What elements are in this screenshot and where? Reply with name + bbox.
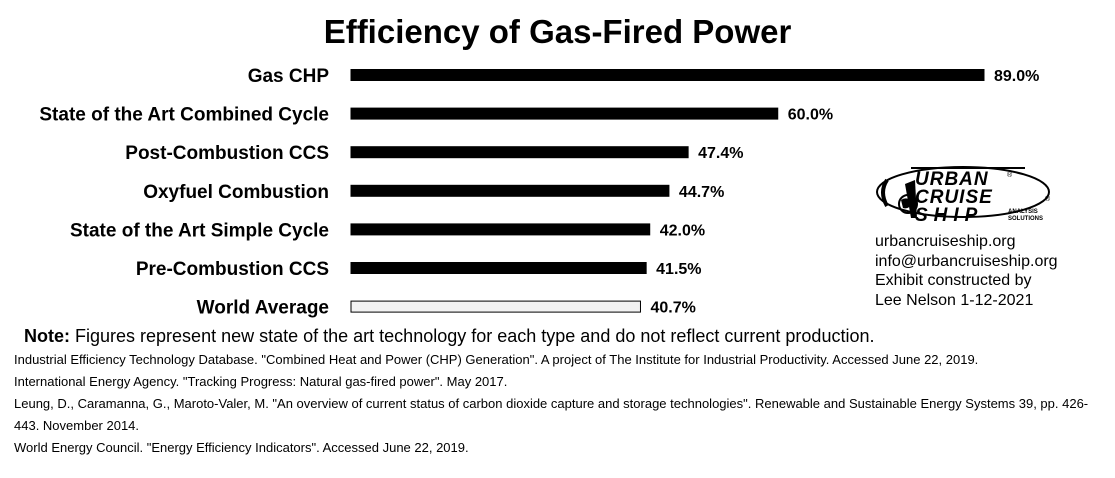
source-item: International Energy Agency. "Tracking P…: [14, 374, 508, 389]
category-label: Pre-Combustion CCS: [136, 259, 329, 280]
category-label: State of the Art Combined Cycle: [39, 105, 329, 126]
source-item: World Energy Council. "Energy Efficiency…: [14, 440, 469, 455]
bar: [350, 223, 651, 236]
bar: [350, 69, 985, 81]
logo-subtitle-line2: SOLUTIONS: [1008, 216, 1044, 222]
category-label: Gas CHP: [248, 66, 330, 87]
source-item: Leung, D., Caramanna, G., Maroto-Valer, …: [14, 396, 1089, 433]
note-label: Note:: [24, 326, 70, 346]
value-label: 89.0%: [994, 68, 1039, 85]
logo-text-ship: SHIP: [915, 205, 984, 226]
sources-list: Industrial Efficiency Technology Databas…: [14, 349, 1109, 459]
credit-line-2: Lee Nelson 1-12-2021: [875, 291, 1034, 309]
category-label: Oxyfuel Combustion: [143, 182, 329, 203]
value-label: 41.5%: [656, 261, 701, 278]
value-label: 44.7%: [679, 184, 724, 201]
bar: [350, 146, 689, 159]
credit-line-1: Exhibit constructed by: [875, 272, 1032, 289]
bar: [350, 262, 647, 274]
bar-chart: Gas CHP 89.0% State of the Art Combined Cy…: [39, 66, 1039, 319]
note: Note: Figures represent new state of the…: [24, 325, 874, 347]
email-link[interactable]: info@urbancruiseship.org: [875, 252, 1058, 270]
bar: [350, 107, 779, 120]
value-label: 47.4%: [698, 145, 743, 162]
category-label: State of the Art Simple Cycle: [70, 220, 329, 241]
value-label: 60.0%: [788, 107, 833, 124]
logo-emblem-icon: [876, 166, 1050, 218]
source-item: Industrial Efficiency Technology Databas…: [14, 352, 979, 367]
bar: [350, 184, 670, 197]
logo-text-cruise: CRUISE: [915, 187, 993, 208]
logo-subtitle: ANALYSIS SOLUTIONS: [1008, 209, 1054, 223]
logo-registered-mark: ®: [1007, 172, 1013, 179]
value-label: 42.0%: [660, 222, 705, 239]
bar: [350, 300, 641, 313]
contact-block: urbancruiseship.org info@urbancruiseship…: [875, 232, 1058, 310]
website-link[interactable]: urbancruiseship.org: [875, 233, 1016, 250]
value-label: 40.7%: [650, 300, 695, 317]
chart-title: Efficiency of Gas-Fired Power: [323, 13, 792, 50]
logo-text-urban: URBAN: [915, 169, 989, 190]
logo-subtitle-line1: ANALYSIS: [1008, 209, 1038, 215]
category-label: Post-Combustion CCS: [125, 143, 329, 164]
note-text: Figures represent new state of the art t…: [75, 326, 875, 346]
urban-cruise-ship-logo: URBAN CRUISE SHIP ® ® ANALYSIS SOLUTIONS: [875, 160, 1055, 232]
category-label: World Average: [197, 298, 329, 319]
logo-registered-mark-2: ®: [1045, 196, 1051, 203]
